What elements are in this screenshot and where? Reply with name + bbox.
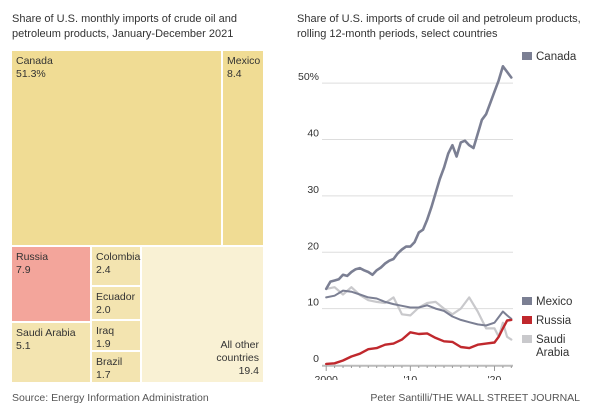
treemap-tile-russia: Russia 7.9	[11, 246, 91, 322]
treemap-tile-name: Brazil	[96, 356, 123, 368]
treemap-tile-iraq: Iraq 1.9	[91, 320, 141, 351]
treemap-tile-brazil: Brazil 1.7	[91, 351, 141, 383]
legend-mexico-swatch	[522, 297, 532, 305]
treemap-tile-label: All other countries 19.4	[189, 339, 259, 378]
treemap-tile-mexico: Mexico 8.4	[222, 50, 264, 246]
treemap-tile-value: 2.0	[96, 304, 111, 316]
y-tick-label: 40	[307, 128, 319, 140]
treemap-tile-name: Colombia	[96, 251, 141, 263]
y-tick-label: 30	[307, 184, 319, 196]
treemap-tile-label: Ecuador 2.0	[96, 291, 135, 317]
treemap-tile-value: 2.4	[96, 264, 111, 276]
y-tick-label: 50%	[298, 71, 319, 83]
legend-saudi-arabia-label: Saudi	[536, 334, 565, 346]
line-chart-title: Share of U.S. imports of crude oil and p…	[297, 13, 581, 40]
series-line-mexico	[325, 289, 513, 327]
x-tick-label: '10	[404, 374, 418, 380]
series-line-saudi-arabia	[325, 286, 513, 341]
legend-saudi-arabia-swatch	[522, 335, 532, 343]
treemap-tile-name: Ecuador	[96, 291, 136, 303]
treemap-tile-label: Mexico 8.4	[227, 55, 260, 81]
legend-russia-swatch	[522, 316, 532, 324]
treemap-tile-name: Canada	[16, 55, 53, 67]
legend-canada-label: Canada	[536, 51, 577, 63]
treemap-tile-name: Saudi Arabia	[16, 327, 76, 339]
series-line-canada	[324, 64, 513, 291]
y-tick-label: 10	[307, 297, 319, 309]
legend-canada-swatch	[522, 52, 532, 60]
treemap-tile-all-other-countries: All other countries 19.4	[141, 246, 264, 383]
treemap-tile-label: Saudi Arabia 5.1	[16, 327, 76, 353]
treemap-tile-canada: Canada 51.3%	[11, 50, 222, 246]
x-tick-label: '20	[488, 374, 502, 380]
treemap-title: Share of U.S. monthly imports of crude o…	[12, 13, 237, 40]
treemap-tile-value: 7.9	[16, 264, 31, 276]
treemap-tile-value: 51.3%	[16, 68, 46, 80]
treemap-tile-value: 19.4	[238, 365, 259, 377]
treemap-tile-value: 1.7	[96, 369, 111, 381]
credit-note: Peter Santilli/THE WALL STREET JOURNAL	[370, 392, 580, 404]
treemap-tile-value: 8.4	[227, 68, 242, 80]
treemap-tile-saudi-arabia: Saudi Arabia 5.1	[11, 322, 91, 383]
legend-russia-label: Russia	[536, 315, 572, 327]
treemap-tile-label: Colombia 2.4	[96, 251, 140, 277]
treemap-tile-value: 5.1	[16, 340, 31, 352]
line-chart: 0 10 20 30 40 50% 2000 '10 '20 Canada Mexico Russia…	[298, 51, 577, 380]
legend-saudi-arabia-label: Arabia	[536, 347, 570, 359]
treemap-tile-label: Iraq 1.9	[96, 325, 114, 351]
treemap-tile-label: Brazil 1.7	[96, 356, 122, 382]
y-tick-label: 0	[313, 353, 319, 365]
treemap-tile-label: Russia 7.9	[16, 251, 48, 277]
legend-mexico-label: Mexico	[536, 296, 572, 308]
treemap-tile-label: Canada 51.3%	[16, 55, 53, 81]
treemap-chart: Canada 51.3% Mexico 8.4 Russia 7.9 Saudi Arabi…	[11, 50, 264, 383]
treemap-tile-name: Russia	[16, 251, 49, 263]
source-note: Source: Energy Information Administratio…	[12, 392, 209, 404]
treemap-tile-value: 1.9	[96, 338, 111, 350]
treemap-tile-colombia: Colombia 2.4	[91, 246, 141, 286]
treemap-tile-name: Mexico	[227, 55, 261, 67]
treemap-tile-name: Iraq	[96, 325, 115, 337]
series-line-russia	[325, 318, 513, 366]
treemap-tile-name: All other countries	[216, 339, 259, 364]
y-tick-label: 20	[307, 240, 319, 252]
x-tick-label: 2000	[315, 374, 339, 380]
treemap-tile-ecuador: Ecuador 2.0	[91, 286, 141, 320]
